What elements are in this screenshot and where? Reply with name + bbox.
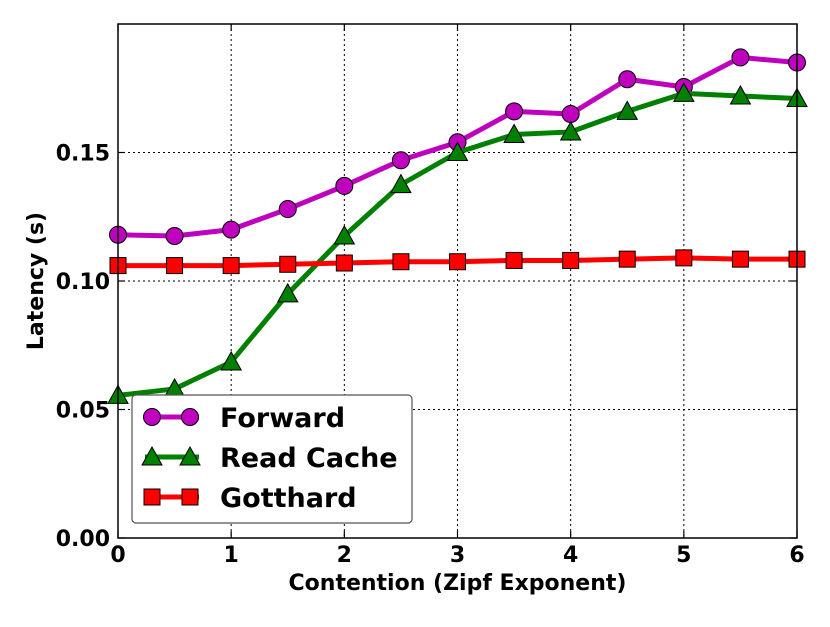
axis-ticks: 0 1 2 3 4 5 6 0.00 0.05 0.10 0.15 [56, 24, 805, 568]
data-point [561, 104, 580, 123]
data-point [276, 282, 299, 303]
legend-label: Gotthard [220, 483, 357, 514]
data-point [559, 120, 582, 141]
data-point [333, 224, 356, 245]
data-point [222, 220, 241, 239]
data-point [505, 251, 523, 269]
legend-item: Gotthard [143, 483, 357, 514]
data-point [731, 250, 749, 268]
y-tick-label: 0.05 [56, 399, 110, 424]
legend-box [131, 394, 413, 524]
x-tick-label: 4 [563, 543, 578, 568]
legend-item: Forward [143, 403, 345, 434]
data-point [278, 200, 297, 219]
data-point [165, 227, 184, 246]
x-tick-label: 6 [789, 543, 804, 568]
data-point [335, 254, 353, 272]
legend-marker [143, 408, 161, 426]
x-tick-label: 3 [450, 543, 465, 568]
legend: Forward Read Cache Gotthard [131, 394, 413, 524]
data-point [220, 350, 243, 371]
data-point [503, 123, 525, 144]
data-point [279, 255, 297, 273]
data-point [616, 100, 639, 120]
x-tick-label: 1 [224, 543, 239, 568]
data-point [222, 257, 240, 275]
x-tick-label: 0 [110, 543, 125, 568]
data-point [392, 253, 410, 271]
data-point [446, 141, 469, 161]
series-layer [107, 48, 808, 404]
data-point [731, 48, 750, 67]
y-axis-label: Latency (s) [24, 212, 49, 350]
legend-marker [179, 445, 201, 466]
legend-label: Read Cache [220, 443, 398, 474]
data-point [390, 173, 412, 194]
legend-item: Read Cache [141, 443, 398, 474]
data-point [505, 102, 524, 121]
y-tick-label: 0.15 [56, 142, 110, 167]
legend-marker [143, 488, 161, 506]
legend-marker [181, 408, 199, 426]
x-axis-label: Contention (Zipf Exponent) [289, 571, 627, 596]
data-point [618, 250, 636, 268]
x-tick-label: 2 [337, 543, 352, 568]
legend-marker [181, 488, 199, 506]
data-point [449, 253, 466, 271]
data-point [166, 257, 184, 275]
legend-marker [141, 445, 163, 466]
legend-label: Forward [220, 403, 345, 434]
y-tick-label: 0.00 [56, 527, 110, 552]
data-point [672, 82, 695, 102]
x-tick-label: 5 [676, 543, 691, 568]
data-point [618, 70, 637, 89]
data-point [391, 151, 410, 170]
data-point [335, 176, 354, 195]
y-tick-label: 0.10 [56, 270, 110, 295]
series-gotthard [109, 249, 806, 275]
data-point [675, 249, 693, 267]
data-point [562, 251, 580, 269]
data-point [729, 84, 752, 105]
